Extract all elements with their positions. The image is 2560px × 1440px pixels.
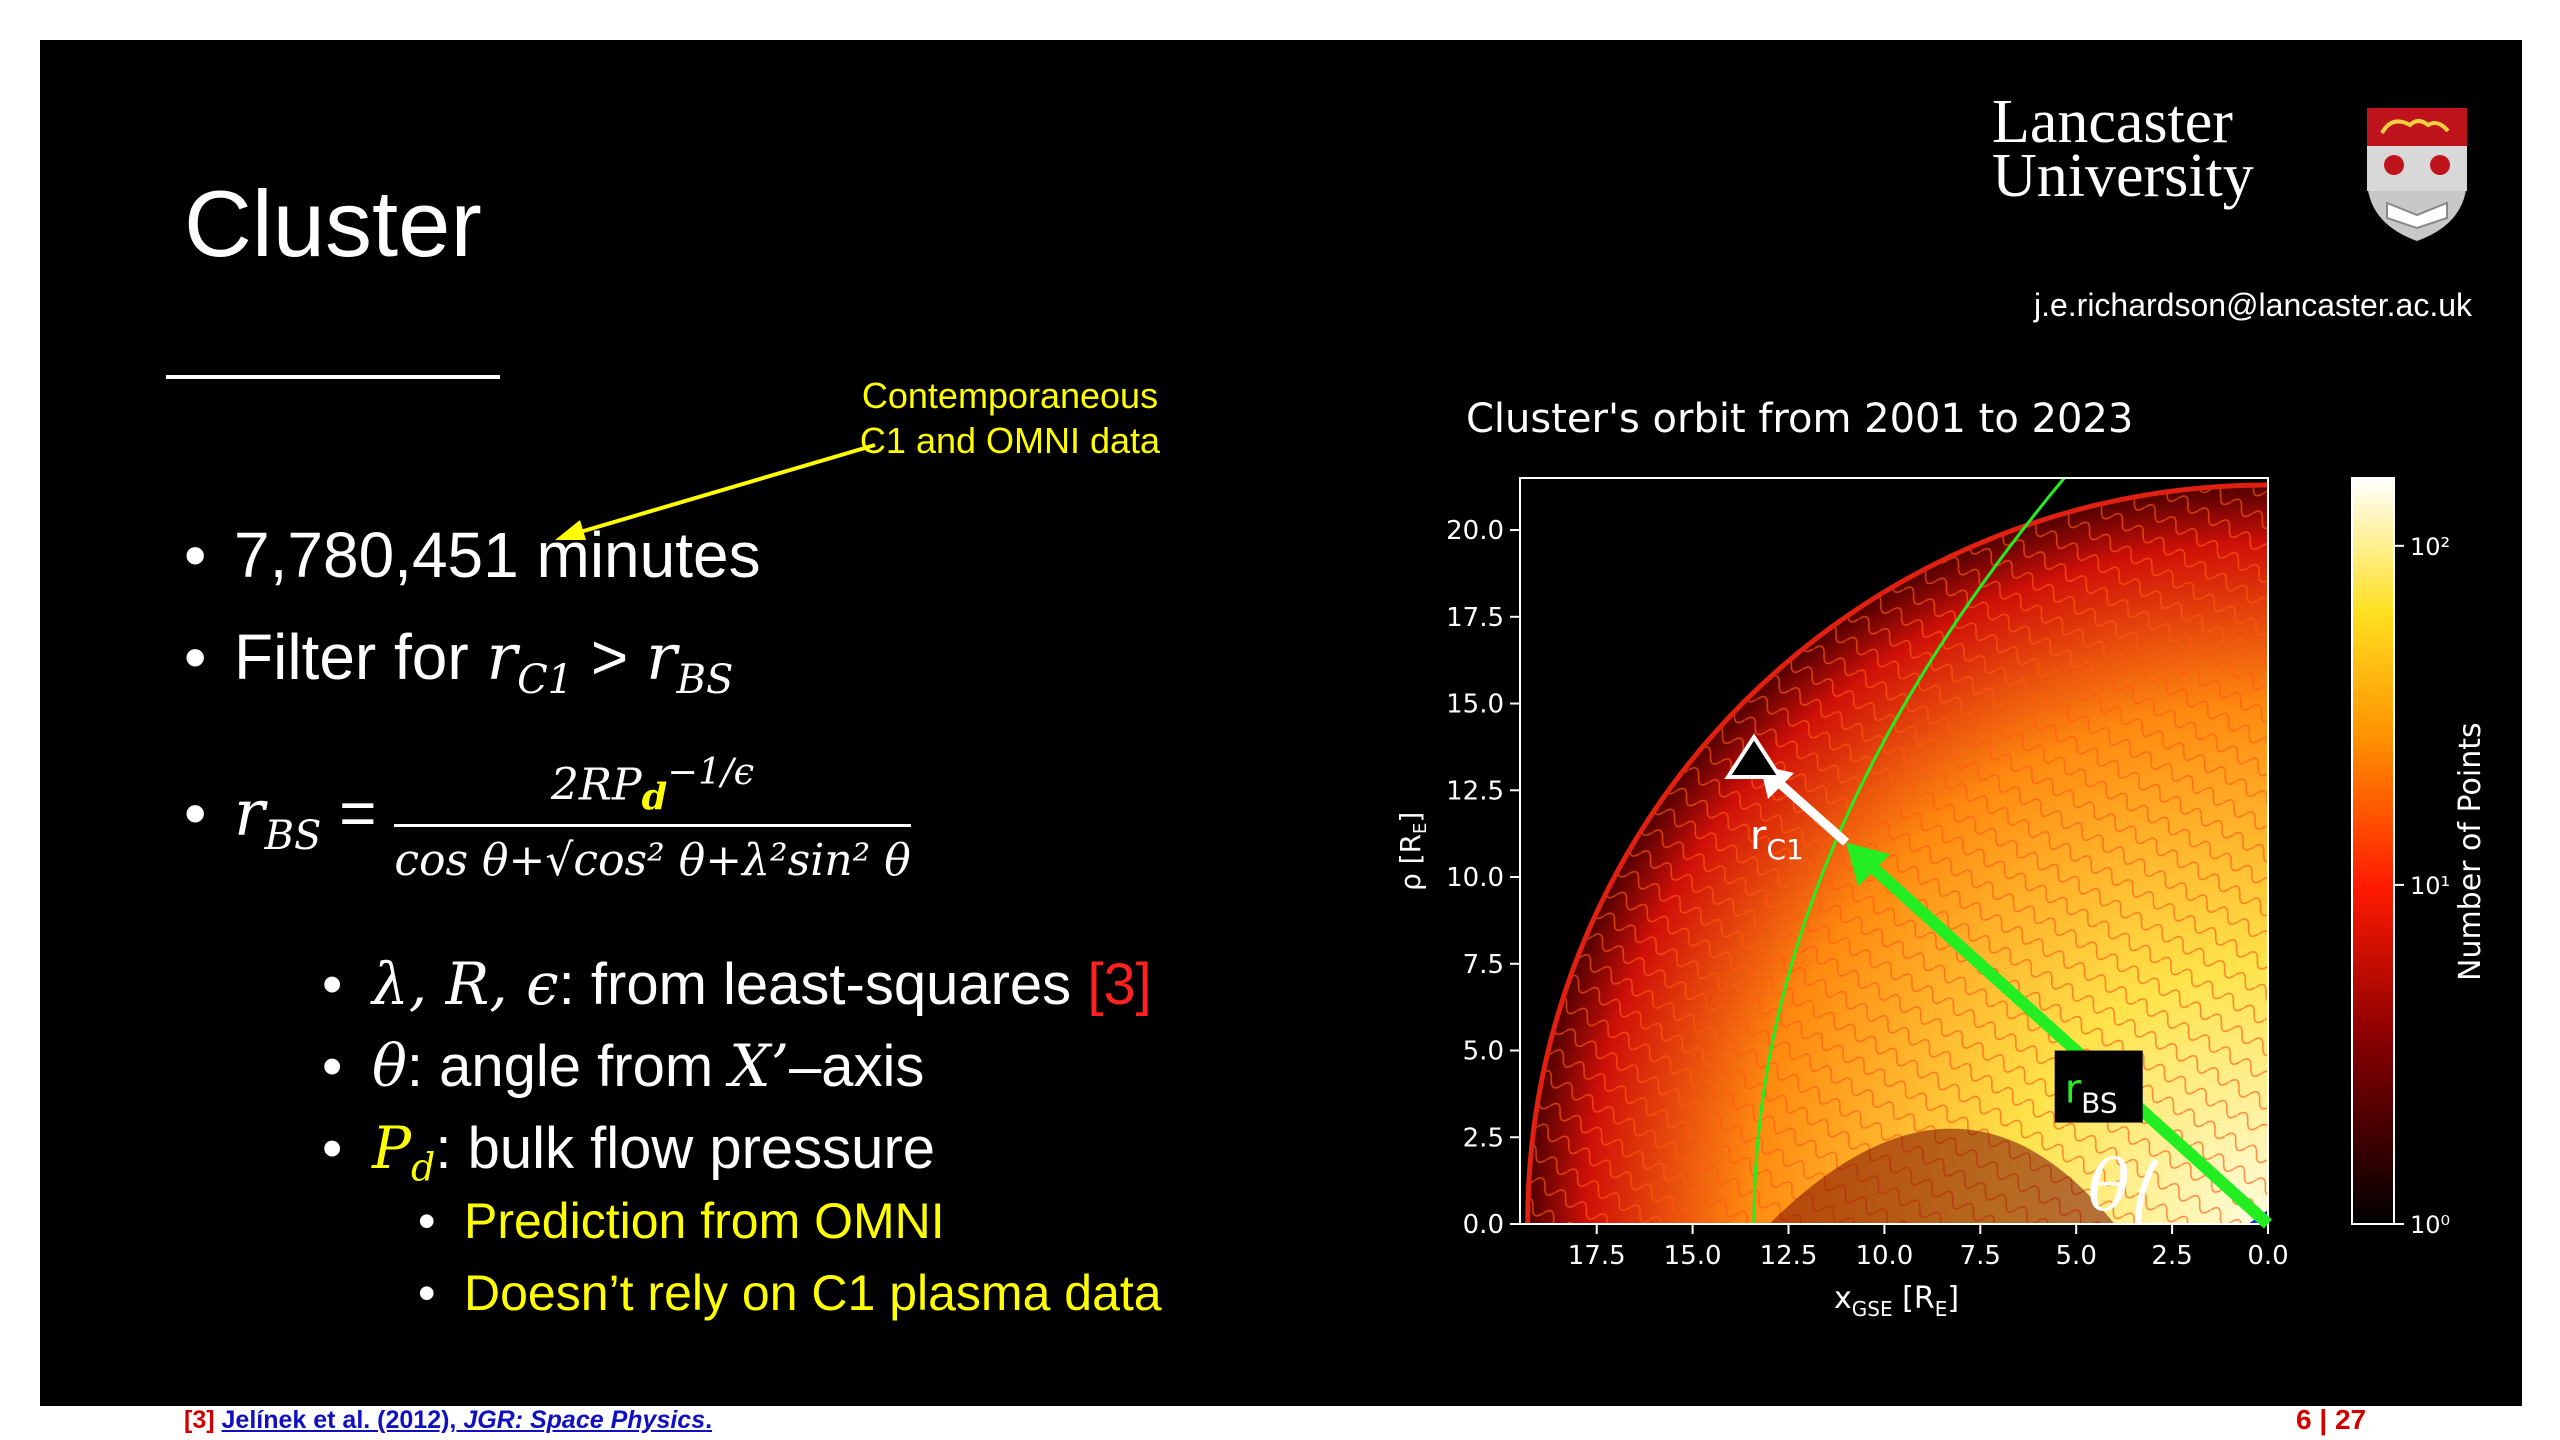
sub3-math: P	[372, 1114, 412, 1182]
sub2-text: : angle from	[406, 1034, 730, 1099]
slide-title: Cluster	[184, 171, 482, 276]
y-tick-label: 2.5	[1463, 1123, 1504, 1153]
x-tick-label: 2.5	[2151, 1241, 2192, 1271]
bullet-minutes: • 7,780,451 minutes	[184, 519, 761, 591]
plot-frame	[1519, 477, 2269, 1225]
bow-shock-curve	[1752, 477, 2066, 1225]
subsubbullet-plasma: • Doesn’t rely on C1 plasma data	[418, 1265, 1162, 1321]
orbit-outer-edge	[1525, 482, 2269, 1225]
sub2-math: θ	[372, 1032, 407, 1100]
subsub1-text: Prediction from OMNI	[464, 1193, 945, 1249]
footer-reference: [3] Jelínek et al. (2012), JGR: Space Ph…	[184, 1406, 712, 1435]
x-tick-label: 7.5	[1960, 1241, 2001, 1271]
math-r: r	[486, 621, 518, 695]
y-tick-label: 7.5	[1463, 950, 1504, 980]
rbs-arrowhead	[1846, 842, 1891, 887]
plot-area	[1520, 477, 2269, 1225]
colorbar-tick-label: 10¹	[2410, 872, 2450, 900]
footer-ref-number: [3]	[184, 1406, 215, 1434]
subsub2-text: Doesn’t rely on C1 plasma data	[464, 1265, 1162, 1321]
formula-lhs: r	[234, 777, 265, 852]
title-underline	[166, 375, 500, 379]
subbullet-least-squares: • λ, R, ϵ: from least-squares [3]	[322, 950, 1152, 1018]
formula-eq: =	[321, 777, 395, 850]
math-sub-c1: C1	[517, 656, 574, 703]
logo-text: Lancaster University	[1992, 88, 2254, 210]
sub2-text2: –axis	[789, 1034, 925, 1099]
sub3-math-sub: d	[411, 1145, 436, 1190]
colorbar-gradient	[2351, 477, 2395, 1225]
sub1-ref[interactable]: [3]	[1087, 952, 1152, 1017]
sub1-math: λ, R, ϵ	[372, 950, 559, 1018]
rbs-label-bg	[2054, 1050, 2143, 1123]
x-tick-label: 12.5	[1760, 1241, 1818, 1271]
annotation-arrow	[555, 443, 876, 540]
annotation-contemporaneous: Contemporaneous C1 and OMNI data	[830, 373, 1190, 463]
slide: Cluster Lancaster University j.e.richard…	[40, 40, 2522, 1406]
chart-annotations: rC1 rBS θ	[1724, 733, 2273, 1229]
x-axis-label: xGSE [RE]	[1834, 1281, 1959, 1320]
bullet-minutes-text: 7,780,451 minutes	[234, 519, 761, 591]
colorbar-tick-label: 10²	[2410, 533, 2450, 561]
footer-citation-link[interactable]: Jelínek et al. (2012), JGR: Space Physic…	[222, 1406, 713, 1434]
footer-journal: JGR: Space Physics	[463, 1406, 706, 1434]
x-tick-label: 10.0	[1855, 1241, 1913, 1271]
colorbar: 10⁰ 10¹ 10² Number of Points	[2351, 477, 2488, 1239]
university-logo: Lancaster University j.e.richardson@lanc…	[1992, 88, 2472, 323]
y-tick-label: 5.0	[1463, 1037, 1504, 1067]
subbullet-pressure: • Pd: bulk flow pressure	[322, 1114, 936, 1190]
sub3-text: : bulk flow pressure	[435, 1116, 936, 1181]
formula-num-text: 2RP	[550, 759, 642, 811]
rc1-label: rC1	[1750, 813, 1804, 866]
formula-num-sup: −1/ϵ	[667, 750, 755, 793]
formula-denominator: cos θ+√cos² θ+λ²sin² θ	[394, 824, 911, 886]
orbit-heatmap-chart: 17.5 15.0 12.5 10.0 7.5 5.0 2.5 0.0 0.0 2.5 5.0 7.5…	[1394, 477, 2488, 1320]
sub2-math2: X’	[729, 1032, 790, 1100]
y-tick-label: 20.0	[1446, 516, 1504, 546]
low-density-band	[1769, 1128, 2115, 1224]
subsubbullet-omni: • Prediction from OMNI	[418, 1193, 945, 1249]
math-r2: r	[646, 621, 677, 695]
y-tick-label: 12.5	[1446, 776, 1504, 806]
spacecraft-triangle	[1724, 733, 1784, 780]
y-tick-label: 15.0	[1446, 690, 1504, 720]
formula-numerator: 2RPd−1/ϵ	[394, 750, 910, 824]
axes: 17.5 15.0 12.5 10.0 7.5 5.0 2.5 0.0 0.0 2.5 5.0 7.5…	[1394, 477, 2289, 1320]
bullet-filter: • Filter for rC1 > rBS	[184, 621, 734, 703]
colorbar-label: Number of Points	[2453, 722, 2488, 981]
logo-line1: Lancaster	[1992, 88, 2233, 156]
formula-fraction: 2RPd−1/ϵ cos θ+√cos² θ+λ²sin² θ	[394, 750, 911, 886]
x-tick-label: 5.0	[2056, 1241, 2097, 1271]
footer-period: .	[705, 1406, 713, 1434]
orbit-trajectories	[1527, 484, 2268, 1224]
page-number: 6 | 27	[2296, 1404, 2367, 1435]
y-tick-label: 17.5	[1446, 603, 1504, 633]
formula-lhs-sub: BS	[264, 812, 322, 859]
x-tick-label: 15.0	[1664, 1241, 1722, 1271]
chart-title: Cluster's orbit from 2001 to 2023	[1466, 396, 2134, 442]
y-tick-label: 0.0	[1463, 1210, 1504, 1240]
rbs-arrow	[1852, 847, 2273, 1229]
annotation-line2: C1 and OMNI data	[859, 420, 1161, 461]
rbs-label: rBS	[2065, 1067, 2118, 1120]
y-axis-label: ρ [RE]	[1394, 812, 1431, 891]
author-email: j.e.richardson@lancaster.ac.uk	[2033, 287, 2472, 323]
bullet-rbs-formula: • rBS = 2RPd−1/ϵ cos θ+√cos² θ+λ²sin² θ	[184, 750, 911, 887]
annotation-line1: Contemporaneous	[861, 375, 1159, 416]
x-tick-label: 17.5	[1568, 1241, 1626, 1271]
theta-label: θ	[2088, 1145, 2130, 1227]
logo-line2: University	[1992, 142, 2254, 210]
formula-num-sub: d	[641, 775, 668, 819]
crest-icon	[2367, 108, 2467, 241]
subbullet-angle: • θ: angle from X’–axis	[322, 1032, 925, 1100]
x-tick-label: 0.0	[2247, 1241, 2288, 1271]
math-sub-bs: BS	[676, 656, 734, 703]
colorbar-tick-label: 10⁰	[2410, 1211, 2450, 1239]
theta-arc	[2135, 1158, 2159, 1225]
y-tick-label: 10.0	[1446, 863, 1504, 893]
footer-authors: Jelínek et al. (2012),	[221, 1406, 464, 1434]
bullet-filter-text: Filter for	[234, 621, 487, 693]
math-gt: >	[573, 621, 647, 693]
sub1-text: : from least-squares	[558, 952, 1088, 1017]
